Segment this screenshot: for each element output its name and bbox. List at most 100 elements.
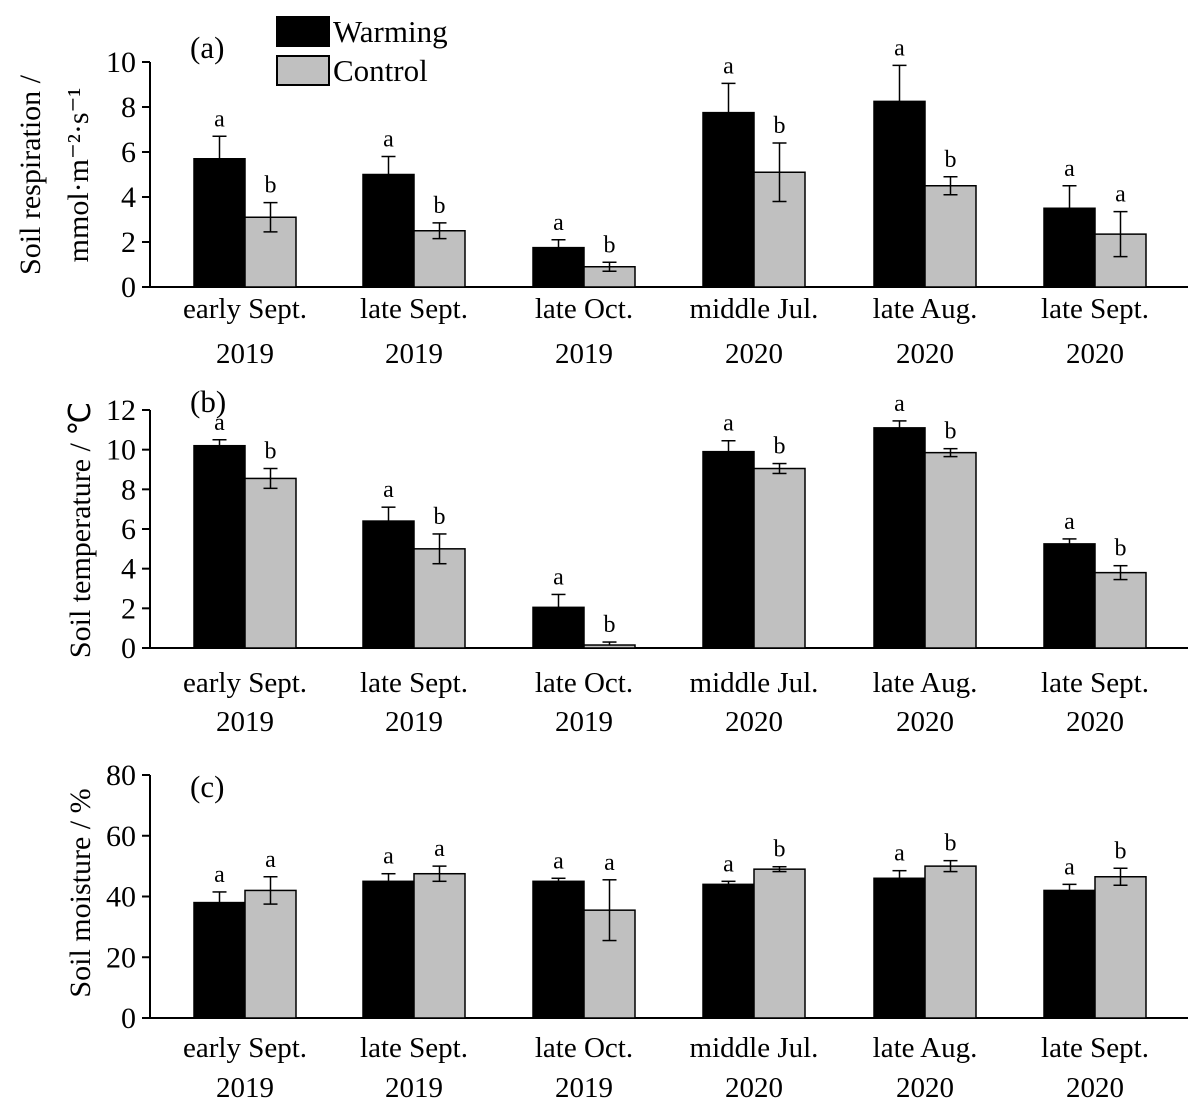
significance-letter: b — [604, 612, 616, 638]
panel-label: (c) — [190, 769, 224, 804]
significance-letter: a — [383, 844, 394, 870]
significance-letter: a — [214, 862, 225, 888]
bar-control — [924, 451, 977, 649]
bar-control — [753, 868, 806, 1019]
panel-label: (b) — [190, 384, 226, 419]
x-category-year: 2020 — [896, 706, 954, 738]
bar-warming — [532, 246, 585, 288]
significance-letter: b — [945, 419, 957, 445]
significance-letter: a — [723, 851, 734, 877]
x-category-label: late Oct. — [535, 667, 633, 699]
bar-control — [244, 889, 297, 1019]
significance-letter: a — [1064, 509, 1075, 535]
x-category-label: middle Jul. — [690, 1032, 819, 1064]
legend-label-control: Control — [333, 53, 428, 88]
bar-warming — [193, 444, 246, 649]
significance-letter: b — [1115, 838, 1127, 864]
significance-letter: a — [553, 848, 564, 874]
y-axis-label-line2: mmol·m⁻²·s⁻¹ — [62, 88, 95, 263]
bar-warming — [193, 901, 246, 1019]
significance-letter: a — [553, 564, 564, 590]
x-category-year: 2020 — [896, 1072, 954, 1104]
significance-letter: a — [1064, 156, 1075, 182]
significance-letter: b — [265, 173, 277, 199]
significance-letter: b — [434, 504, 446, 530]
significance-letter: a — [265, 847, 276, 873]
x-category-label: late Aug. — [873, 1032, 978, 1064]
x-category-label: late Oct. — [535, 293, 633, 325]
y-tick-label: 8 — [121, 91, 136, 124]
x-category-label: late Sept. — [360, 293, 468, 325]
x-category-label: middle Jul. — [690, 667, 819, 699]
significance-letter: b — [774, 837, 786, 863]
bar-warming — [1043, 889, 1096, 1019]
x-category-year: 2019 — [385, 338, 443, 370]
y-tick-label: 10 — [106, 46, 136, 79]
significance-letter: a — [894, 35, 905, 61]
bar-control — [413, 872, 466, 1019]
x-category-label: early Sept. — [183, 1032, 307, 1064]
significance-letter: a — [553, 210, 564, 236]
significance-letter: a — [434, 836, 445, 862]
bar-control — [413, 548, 466, 649]
significance-letter: a — [214, 410, 225, 436]
significance-letter: a — [894, 841, 905, 867]
x-category-year: 2019 — [216, 338, 274, 370]
significance-letter: a — [383, 127, 394, 153]
panel-b-soil-temperature: (b) Soil temperature / ℃ 0 2 4 6 8 10 12 early … — [64, 384, 1188, 738]
significance-letter: a — [1064, 854, 1075, 880]
y-tick-label: 6 — [121, 136, 136, 169]
x-category-year: 2020 — [1066, 1072, 1124, 1104]
bar-control — [244, 477, 297, 649]
x-category-label: late Aug. — [873, 293, 978, 325]
legend-swatch-warming — [276, 16, 330, 47]
significance-letter: a — [383, 477, 394, 503]
bar-control — [753, 467, 806, 649]
x-category-year: 2019 — [385, 1072, 443, 1104]
significance-letter: b — [945, 147, 957, 173]
x-category-year: 2020 — [725, 338, 783, 370]
significance-letter: a — [894, 391, 905, 417]
significance-letter: a — [1115, 182, 1126, 208]
bar-control — [924, 185, 977, 288]
significance-letter: b — [265, 439, 277, 465]
y-axis-label: Soil temperature / ℃ — [64, 402, 97, 658]
x-category-year: 2020 — [1066, 706, 1124, 738]
x-category-label: early Sept. — [183, 667, 307, 699]
significance-letter: b — [774, 434, 786, 460]
bar-warming — [873, 877, 926, 1019]
y-tick-label: 80 — [106, 759, 136, 792]
x-category-year: 2020 — [896, 338, 954, 370]
significance-letter: b — [604, 232, 616, 258]
bar-control — [924, 865, 977, 1019]
panel-c-soil-moisture: (c) Soil moisture / % 0 20 40 60 80 early Sep… — [64, 759, 1188, 1104]
bar-control — [583, 644, 636, 649]
bar-warming — [532, 880, 585, 1019]
x-category-label: late Sept. — [1041, 667, 1149, 699]
x-category-year: 2020 — [1066, 338, 1124, 370]
significance-letter: b — [945, 831, 957, 857]
x-category-year: 2019 — [216, 706, 274, 738]
bar-warming — [362, 880, 415, 1019]
x-category-year: 2020 — [725, 706, 783, 738]
x-category-label: late Sept. — [1041, 1032, 1149, 1064]
y-tick-label: 12 — [106, 394, 136, 427]
bar-warming — [702, 450, 755, 649]
x-category-year: 2020 — [725, 1072, 783, 1104]
y-tick-label: 2 — [121, 226, 136, 259]
legend-label-warming: Warming — [333, 14, 448, 49]
bar-warming — [873, 427, 926, 649]
significance-letter: a — [723, 411, 734, 437]
y-tick-label: 40 — [106, 881, 136, 914]
x-category-year: 2019 — [555, 706, 613, 738]
y-tick-label: 6 — [121, 513, 136, 546]
y-tick-label: 0 — [121, 1002, 136, 1035]
x-category-year: 2019 — [555, 1072, 613, 1104]
y-tick-label: 4 — [121, 181, 136, 214]
bar-control — [1094, 876, 1147, 1019]
x-category-year: 2019 — [385, 706, 443, 738]
x-category-label: middle Jul. — [690, 293, 819, 325]
panel-label: (a) — [190, 30, 224, 65]
y-tick-label: 0 — [121, 632, 136, 665]
